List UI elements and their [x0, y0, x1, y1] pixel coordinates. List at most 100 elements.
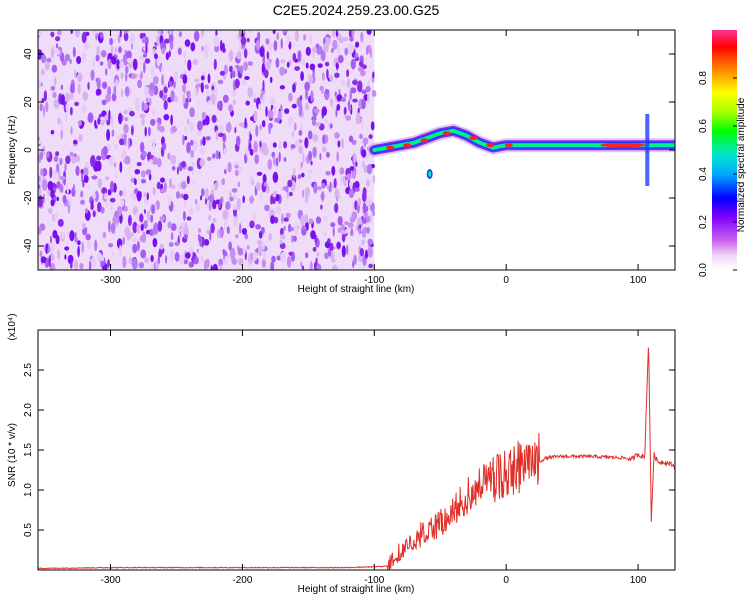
noise-blob	[56, 196, 60, 202]
noise-blob	[109, 197, 116, 203]
noise-blob	[219, 228, 223, 239]
noise-blob	[96, 45, 100, 56]
noise-blob	[194, 198, 198, 205]
noise-blob	[171, 165, 176, 171]
noise-blob	[207, 73, 211, 84]
colorbar-gradient	[712, 30, 737, 270]
noise-blob	[357, 197, 362, 206]
noise-blob	[51, 249, 55, 254]
noise-blob	[308, 75, 314, 85]
noise-blob	[280, 59, 286, 64]
noise-blob	[57, 117, 61, 125]
noise-blob	[64, 254, 67, 260]
y-tick-label: -40	[23, 238, 34, 253]
noise-blob	[170, 154, 177, 165]
noise-blob	[261, 63, 266, 74]
noise-blob	[294, 139, 300, 148]
noise-blob	[271, 255, 276, 263]
noise-blob	[83, 41, 90, 50]
noise-blob	[285, 185, 289, 193]
noise-blob	[123, 31, 129, 42]
noise-blob	[311, 116, 317, 121]
noise-blob	[197, 120, 203, 131]
noise-blob	[143, 209, 146, 214]
noise-blob	[62, 194, 67, 204]
noise-blob	[65, 155, 71, 164]
noise-blob	[157, 220, 163, 232]
noise-blob	[173, 70, 178, 83]
noise-blob	[38, 175, 41, 183]
noise-blob	[114, 47, 118, 53]
noise-blob	[151, 205, 155, 215]
noise-blob	[137, 79, 142, 89]
noise-blob	[185, 252, 191, 259]
noise-blob	[332, 105, 335, 110]
noise-blob	[108, 243, 114, 248]
noise-blob	[225, 122, 232, 133]
noise-blob	[50, 47, 55, 59]
noise-blob	[104, 193, 108, 200]
noise-blob	[300, 215, 305, 226]
noise-blob	[182, 193, 189, 201]
noise-blob	[150, 214, 154, 223]
noise-blob	[204, 53, 209, 58]
noise-blob	[95, 54, 100, 62]
noise-blob	[200, 195, 203, 201]
noise-blob	[136, 223, 141, 234]
noise-blob	[300, 261, 303, 268]
noise-blob	[241, 228, 247, 235]
noise-blob	[297, 50, 302, 62]
noise-blob	[174, 251, 180, 262]
signal-hotspot	[403, 143, 412, 148]
noise-blob	[210, 265, 213, 270]
noise-blob	[348, 43, 354, 54]
noise-blob	[301, 229, 307, 236]
noise-blob	[120, 72, 124, 80]
noise-blob	[334, 202, 339, 214]
noise-blob	[91, 30, 98, 35]
noise-blob	[322, 134, 326, 145]
noise-blob	[131, 125, 134, 136]
noise-blob	[199, 147, 206, 155]
noise-blob	[105, 201, 108, 209]
noise-blob	[80, 104, 87, 113]
noise-blob	[204, 43, 209, 56]
noise-blob	[213, 35, 220, 47]
noise-blob	[50, 188, 55, 199]
noise-blob	[195, 203, 201, 213]
noise-blob	[245, 146, 249, 158]
noise-blob	[156, 55, 161, 67]
noise-blob	[249, 220, 255, 229]
noise-blob	[234, 164, 239, 169]
noise-blob	[352, 170, 356, 180]
noise-blob	[236, 198, 241, 211]
noise-blob	[204, 188, 209, 199]
noise-blob	[140, 223, 144, 232]
noise-blob	[206, 89, 211, 98]
noise-blob	[279, 242, 286, 249]
noise-blob	[52, 169, 57, 180]
noise-blob	[168, 196, 172, 207]
noise-blob	[255, 124, 259, 137]
noise-blob	[77, 120, 82, 126]
noise-blob	[218, 151, 221, 160]
noise-blob	[177, 47, 182, 56]
noise-blob	[142, 53, 147, 58]
noise-blob	[150, 254, 154, 263]
noise-blob	[280, 252, 286, 263]
noise-blob	[38, 226, 42, 235]
noise-blob	[112, 216, 117, 225]
noise-blob	[292, 83, 296, 93]
noise-blob	[225, 201, 231, 211]
noise-blob	[332, 39, 338, 50]
noise-blob	[361, 89, 367, 95]
noise-blob	[294, 30, 299, 42]
noise-blob	[222, 94, 229, 104]
noise-blob	[186, 142, 191, 154]
noise-blob	[309, 261, 313, 270]
noise-blob	[108, 220, 111, 233]
noise-blob	[278, 151, 281, 163]
noise-blob	[239, 65, 244, 75]
noise-blob	[341, 97, 347, 103]
